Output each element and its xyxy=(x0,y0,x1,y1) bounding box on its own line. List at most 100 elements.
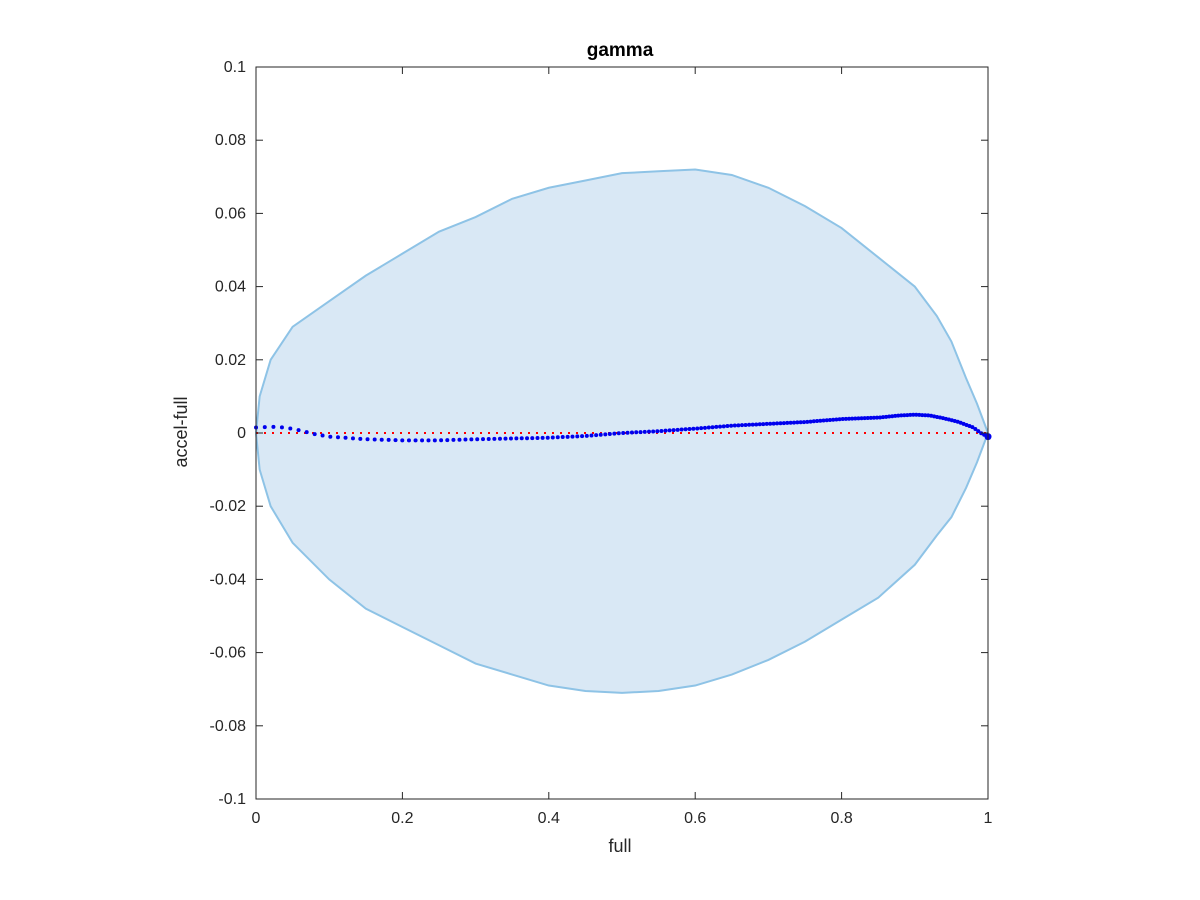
series-point xyxy=(761,422,766,427)
series-point xyxy=(853,416,858,421)
series-point xyxy=(893,413,898,418)
y-tick-label: 0.08 xyxy=(215,132,246,149)
series-point xyxy=(279,425,284,430)
series-point xyxy=(535,435,540,440)
chart-title: gamma xyxy=(587,40,654,61)
series-point xyxy=(843,416,848,421)
series-point xyxy=(439,438,444,443)
series-point xyxy=(508,436,513,441)
series-point xyxy=(899,413,904,418)
series-point xyxy=(775,421,780,426)
series-point xyxy=(469,437,474,442)
series-point xyxy=(721,424,726,429)
series-point xyxy=(768,421,773,426)
series-point xyxy=(811,419,816,424)
series-point xyxy=(795,420,800,425)
series-point xyxy=(878,415,883,420)
series-point xyxy=(821,418,826,423)
series-point xyxy=(514,436,519,441)
series-point xyxy=(271,424,276,429)
series-point xyxy=(824,418,829,423)
series-point xyxy=(432,438,437,443)
series-point xyxy=(764,421,769,426)
series-point xyxy=(530,436,535,441)
series-point xyxy=(881,415,886,420)
series-point xyxy=(914,412,919,417)
series-point xyxy=(519,436,524,441)
series-point xyxy=(288,426,293,431)
series-point xyxy=(929,413,934,418)
series-point xyxy=(616,431,621,436)
series-point xyxy=(379,437,384,442)
series-point xyxy=(629,430,634,435)
series-point xyxy=(687,427,692,432)
series-point xyxy=(457,437,462,442)
series-point xyxy=(621,430,626,435)
series-point xyxy=(675,427,680,432)
series-point xyxy=(683,427,688,432)
series-point xyxy=(747,422,752,427)
series-point xyxy=(663,428,668,433)
series-point xyxy=(706,425,711,430)
series-point xyxy=(671,428,676,433)
series-point xyxy=(890,414,895,419)
y-tick-label: -0.1 xyxy=(218,791,246,808)
x-axis-label: full xyxy=(608,836,631,856)
series-point xyxy=(589,433,594,438)
series-point xyxy=(335,435,340,440)
series-point xyxy=(771,421,776,426)
series-point xyxy=(732,423,737,428)
series-point xyxy=(642,429,647,434)
series-point xyxy=(667,428,672,433)
series-point xyxy=(920,413,925,418)
series-point xyxy=(659,428,664,433)
series-point xyxy=(976,429,981,434)
series-point xyxy=(781,421,786,426)
series-point xyxy=(638,430,643,435)
y-tick-label: 0.1 xyxy=(224,59,246,76)
y-tick-label: -0.06 xyxy=(210,645,247,662)
series-point xyxy=(923,413,928,418)
series-point xyxy=(679,427,684,432)
series-point xyxy=(725,424,730,429)
series-point xyxy=(859,416,864,421)
series-point xyxy=(970,425,975,430)
y-tick-label: 0.02 xyxy=(215,352,246,369)
series-point xyxy=(740,423,745,428)
series-point xyxy=(393,438,398,443)
series-point xyxy=(525,436,530,441)
series-dots xyxy=(254,412,992,443)
series-point xyxy=(655,429,660,434)
series-point xyxy=(406,438,411,443)
axes: 0 0.2 0.4 0.6 0.8 1 -0.1 -0.08 -0.06 -0.04 -0.02 0 0… xyxy=(210,59,993,827)
series-point xyxy=(372,437,377,442)
series-point xyxy=(805,419,810,424)
y-tick-label: -0.08 xyxy=(210,718,247,735)
series-point xyxy=(736,423,741,428)
x-tick-label: 0.8 xyxy=(830,810,852,827)
series-point xyxy=(481,437,485,442)
series-point xyxy=(420,438,425,443)
series-point xyxy=(612,431,617,436)
series-point xyxy=(792,420,796,425)
series-point xyxy=(932,414,937,419)
series-point xyxy=(887,414,892,419)
series-point xyxy=(426,438,431,443)
series-point xyxy=(834,417,839,422)
y-tick-label: 0.04 xyxy=(215,279,246,296)
series-point xyxy=(868,415,873,420)
series-point xyxy=(463,437,468,442)
series-point xyxy=(699,426,704,431)
series-point xyxy=(896,413,901,418)
series-point xyxy=(550,435,555,440)
series-point xyxy=(788,420,793,425)
series-point xyxy=(445,438,450,443)
series-point xyxy=(492,436,497,441)
y-axis-label: accel-full xyxy=(171,396,191,467)
series-point xyxy=(594,433,599,438)
y-tick-label: -0.04 xyxy=(210,571,247,588)
series-point xyxy=(386,437,391,442)
series-point xyxy=(296,428,301,433)
series-point xyxy=(911,412,916,417)
